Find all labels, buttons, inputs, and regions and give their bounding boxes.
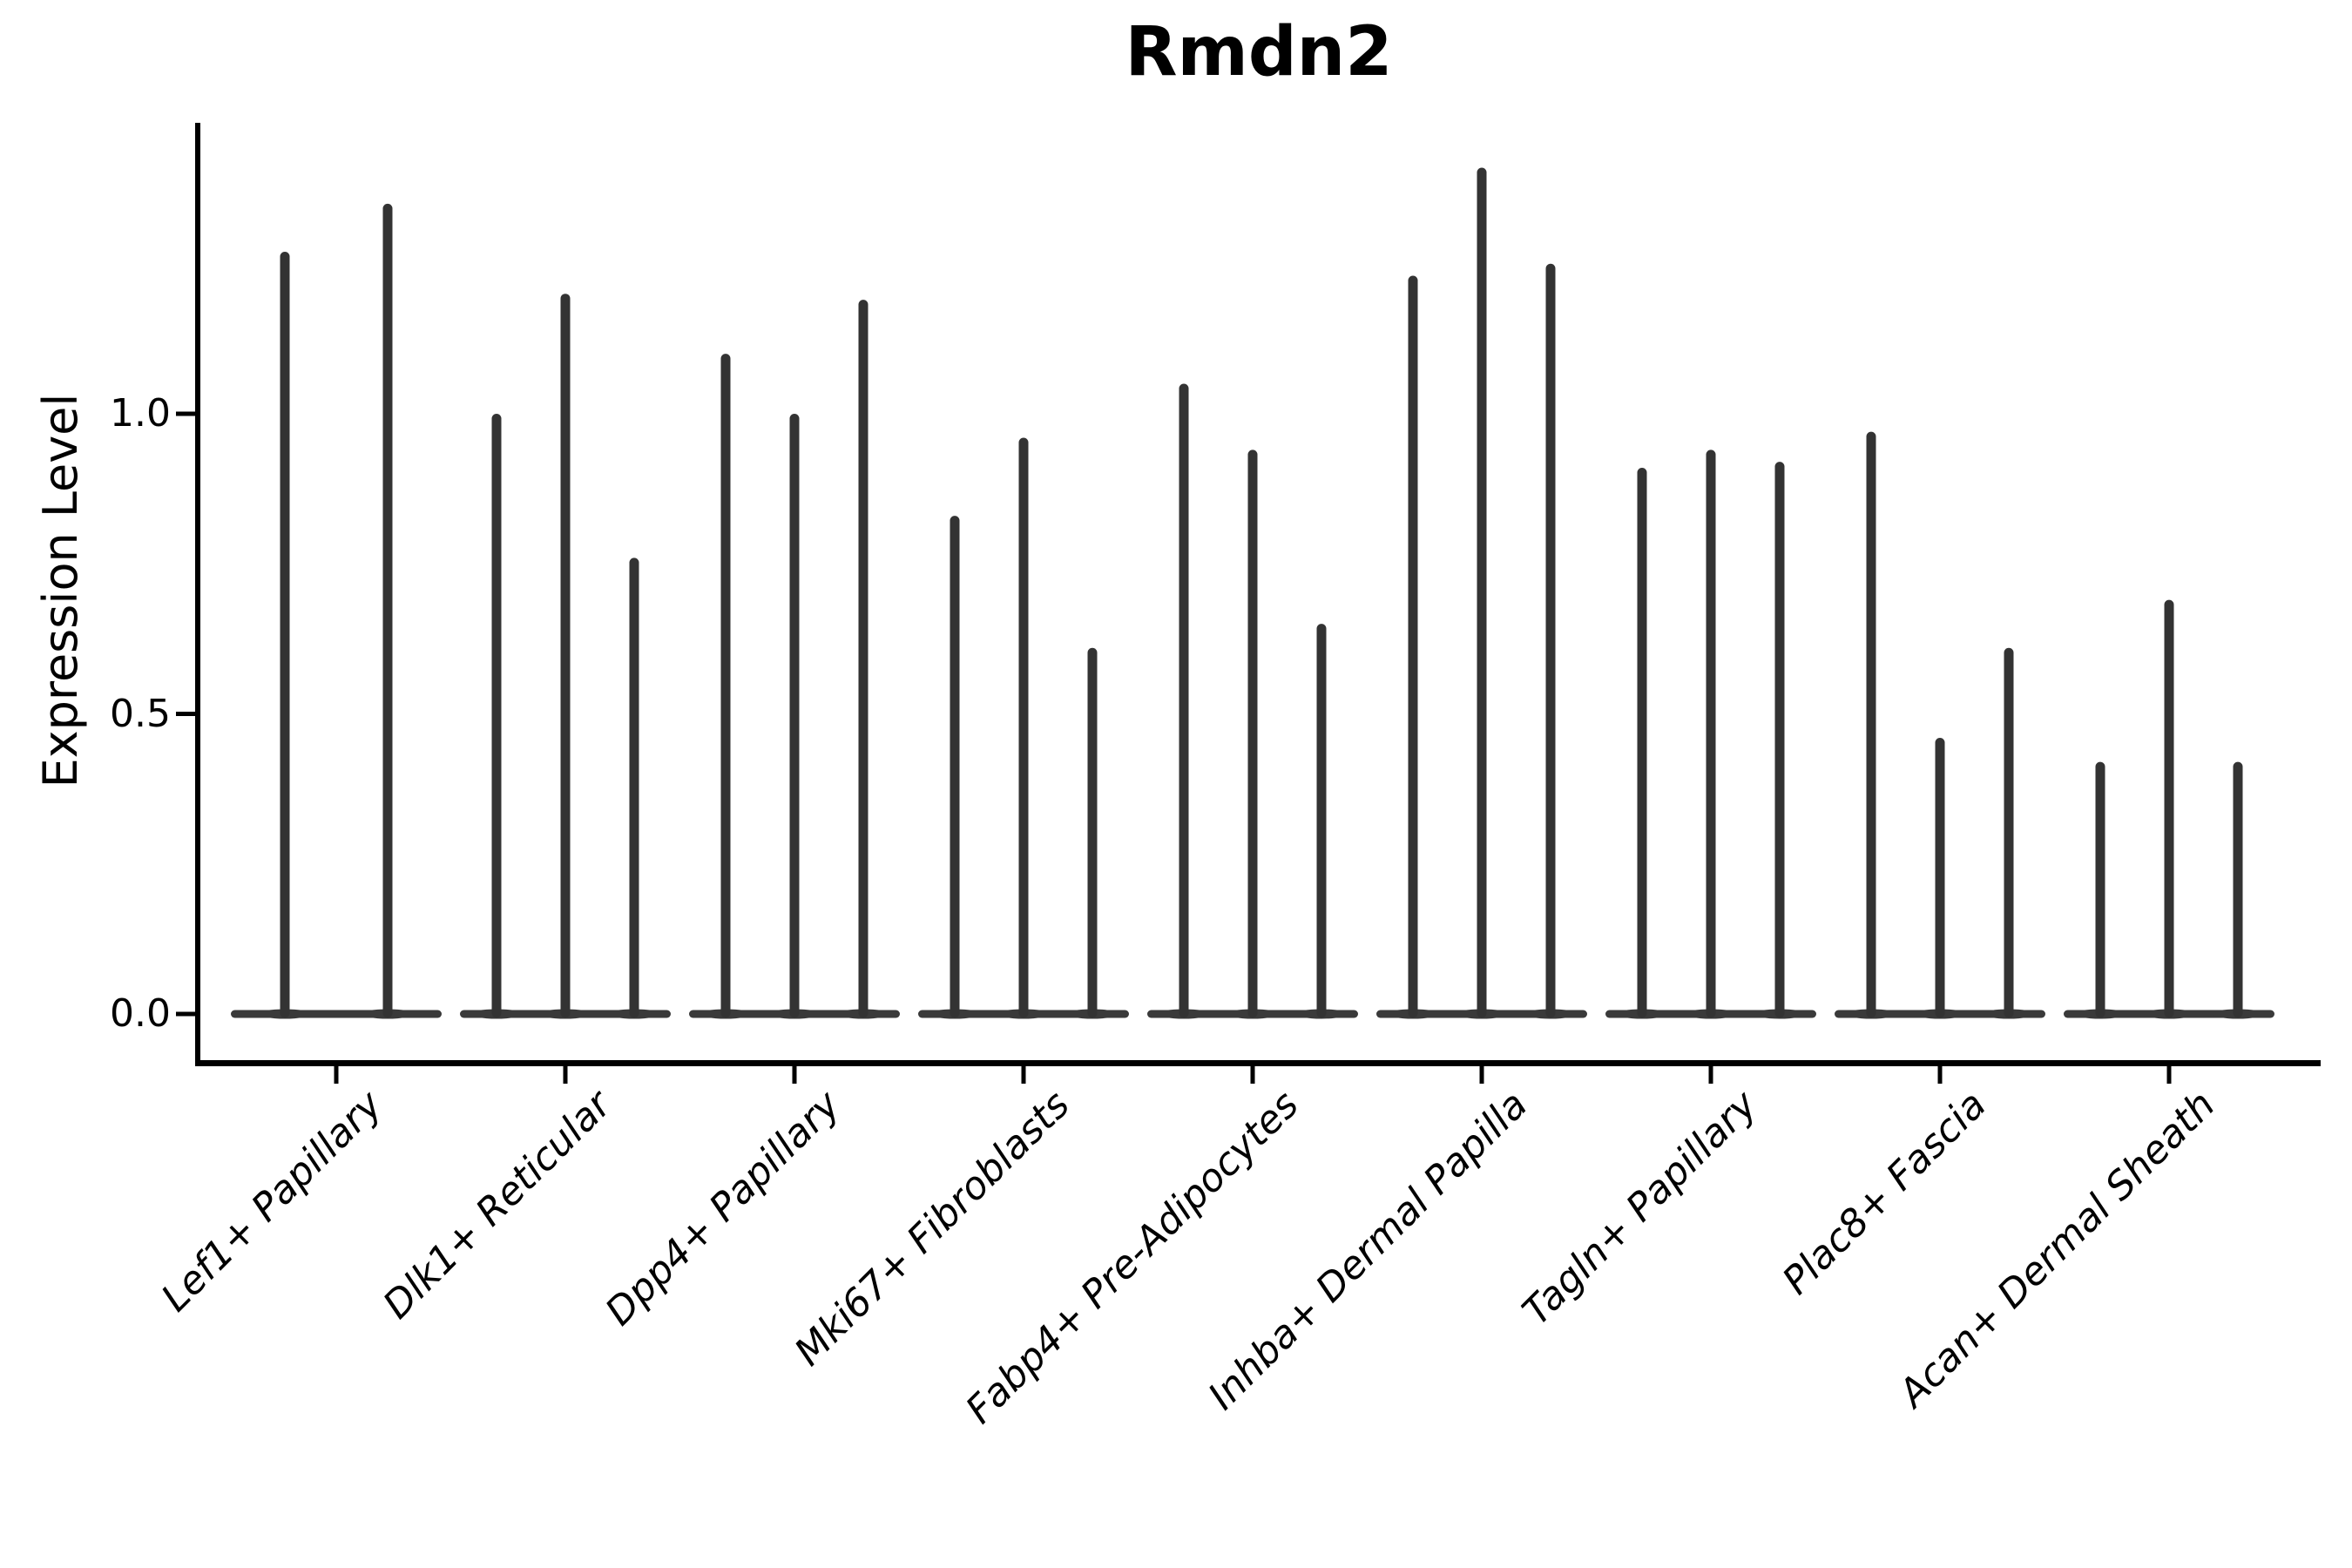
violin-spike [1637,468,1647,1018]
y-axis-spine [195,123,200,1066]
violin-spike [1706,449,1716,1018]
violin-spike [1774,462,1785,1018]
violin-spike [2164,599,2174,1018]
violin-spike [2004,647,2014,1018]
x-tick [1479,1066,1484,1084]
x-tick [1937,1066,1943,1084]
violin-spike [491,414,502,1018]
x-tick [2166,1066,2172,1084]
violin-spike [629,558,639,1018]
x-tick [1708,1066,1713,1084]
violin-spike [720,354,731,1018]
y-tick [176,1011,195,1017]
y-tick [176,411,195,416]
plot-title: Rmdn2 [1125,13,1393,91]
x-tick [792,1066,797,1084]
violin-spike [858,300,868,1018]
violin-spike [280,251,290,1018]
violin-spike [1408,275,1418,1018]
violin-spike [789,414,800,1018]
x-tick [563,1066,568,1084]
violin-spike [1087,647,1098,1018]
violin-spike [1935,738,1945,1018]
x-tick [334,1066,339,1084]
violin-spike [1545,263,1556,1018]
violin-spike [1866,431,1876,1018]
y-tick-label: 0.0 [110,991,171,1036]
x-tick [1021,1066,1026,1084]
violin-spike [2233,761,2243,1018]
x-tick [1250,1066,1255,1084]
x-axis-spine [195,1060,2321,1066]
violin-spike [950,516,960,1018]
y-tick [176,712,195,716]
violin-spike [1247,449,1258,1018]
violin-spike [382,203,393,1018]
y-tick-label: 0.5 [110,691,171,736]
violin-spike [1018,437,1029,1018]
y-tick-label: 1.0 [110,391,171,436]
violin-spike [1477,167,1487,1018]
violin-spike [1316,624,1327,1018]
violin-spike [1179,383,1189,1018]
violin-spike [560,294,571,1018]
violin-spike [2095,761,2105,1018]
